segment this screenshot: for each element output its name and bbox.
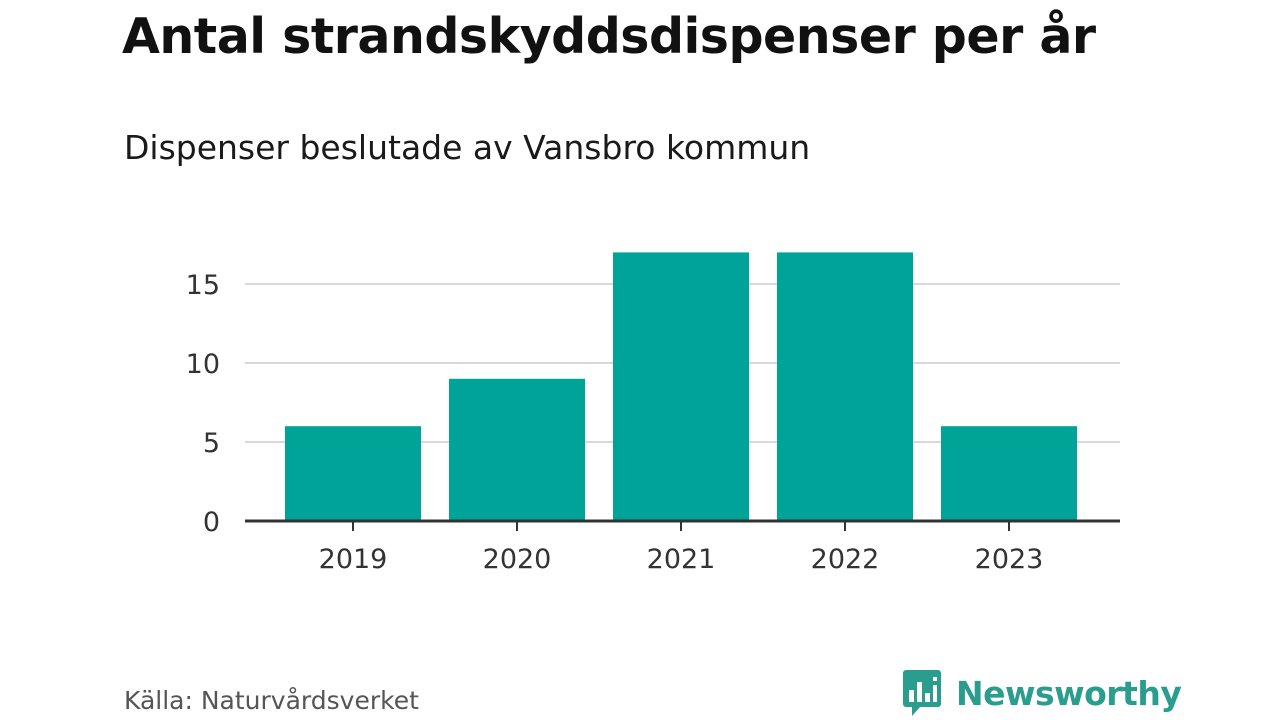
x-tick-label: 2019 xyxy=(319,544,388,575)
x-tick-label: 2020 xyxy=(483,544,552,575)
y-tick-label: 15 xyxy=(186,270,220,301)
brand-logo-group: Newsworthy xyxy=(902,668,1182,718)
chart-title: Antal strandskyddsdispenser per år xyxy=(122,8,1096,65)
bar xyxy=(613,252,749,521)
source-note: Källa: Naturvårdsverket xyxy=(124,686,419,715)
brand-name: Newsworthy xyxy=(956,673,1182,713)
bar xyxy=(285,426,421,521)
newsworthy-logo-icon xyxy=(903,670,941,716)
x-tick-label: 2021 xyxy=(647,544,716,575)
chart-subtitle: Dispenser beslutade av Vansbro kommun xyxy=(124,128,811,167)
y-tick-label: 10 xyxy=(186,349,220,380)
y-tick-label: 5 xyxy=(203,428,220,459)
bar-chart: 0 5 10 15 2019 2020 2021 2022 2023 xyxy=(186,252,1120,575)
x-tick-label: 2022 xyxy=(811,544,880,575)
bar xyxy=(941,426,1077,521)
x-tick-label: 2023 xyxy=(975,544,1044,575)
bar xyxy=(777,252,913,521)
bar xyxy=(449,378,585,521)
y-tick-label: 0 xyxy=(203,507,220,538)
